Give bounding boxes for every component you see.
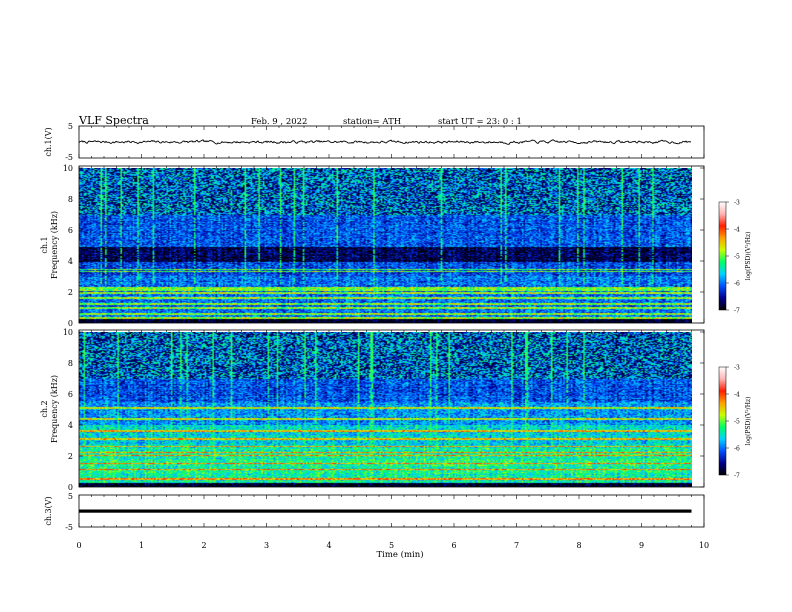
ch1-waveform-xticks bbox=[78, 126, 705, 158]
time-tick-label: 4 bbox=[326, 541, 331, 550]
ch3-ylabel: ch.3(V) bbox=[44, 496, 53, 525]
ch1-freq-ylabel: Frequency (kHz) bbox=[50, 211, 59, 279]
freq-tick-label: 0 bbox=[68, 483, 73, 492]
time-tick-label: 9 bbox=[639, 541, 644, 550]
ch1-waveform-frame bbox=[78, 125, 705, 159]
colorbar-tick-label: -5 bbox=[734, 254, 740, 261]
freq-tick-label: 10 bbox=[63, 328, 73, 337]
time-tick-label: 0 bbox=[76, 541, 81, 550]
ch1-waveform-line bbox=[78, 139, 692, 145]
freq-tick-label: 2 bbox=[68, 452, 73, 461]
colorbar-tick-label: -3 bbox=[734, 365, 740, 372]
ch3-ytick-top: 5 bbox=[68, 492, 73, 501]
freq-tick-label: 8 bbox=[68, 195, 73, 204]
freq-tick-label: 2 bbox=[68, 288, 73, 297]
ch2-colorbar-label: log(PSD)(V²/Hz) bbox=[745, 397, 752, 446]
time-tick-label: 6 bbox=[451, 541, 456, 550]
colorbar-tick-label: -5 bbox=[734, 419, 740, 426]
ch1-waveform-panel: 5 -5 ch.1(V) bbox=[44, 122, 705, 162]
ch2-colorbar-ticks: -3 -4 -5 -6 -7 bbox=[726, 365, 740, 480]
ch2-colorbar bbox=[718, 366, 727, 476]
time-tick-label: 2 bbox=[201, 541, 206, 550]
ch1-spec-channel-label: ch.1 bbox=[40, 236, 49, 253]
ch3-ytick-bottom: -5 bbox=[65, 523, 73, 532]
ch1-freq-yticks: 10 8 6 4 2 0 bbox=[63, 164, 704, 328]
ch1-colorbar bbox=[718, 201, 727, 311]
colorbar-tick-label: -6 bbox=[734, 281, 740, 288]
ch3-waveform-xticks bbox=[78, 495, 705, 527]
ch2-freq-ylabel: Frequency (kHz) bbox=[50, 375, 59, 443]
ch1-colorbar-ticks: -3 -4 -5 -6 -7 bbox=[726, 200, 740, 315]
colorbar-tick-label: -3 bbox=[734, 200, 740, 207]
freq-tick-label: 10 bbox=[63, 164, 73, 173]
freq-tick-label: 4 bbox=[68, 257, 73, 266]
time-tick-label: 7 bbox=[514, 541, 519, 550]
time-tick-label: 10 bbox=[699, 541, 709, 550]
time-tick-label: 8 bbox=[576, 541, 581, 550]
ch3-waveform-line bbox=[79, 509, 692, 513]
time-tick-label: 5 bbox=[389, 541, 394, 550]
ch3-waveform-panel: 5 -5 ch.3(V) bbox=[44, 492, 705, 532]
ch1-ytick-top: 5 bbox=[68, 122, 73, 131]
ch2-spectrogram-image bbox=[79, 332, 692, 487]
figure-title: VLF Spectra bbox=[78, 114, 149, 127]
colorbar-tick-label: -4 bbox=[734, 227, 740, 234]
time-tick-label: 3 bbox=[264, 541, 269, 550]
ch1-ytick-bottom: -5 bbox=[65, 153, 73, 162]
date-label: Feb. 9 , 2022 bbox=[251, 117, 307, 127]
freq-tick-label: 0 bbox=[68, 319, 73, 328]
start-time-label: start UT = 23: 0 : 1 bbox=[438, 117, 522, 127]
time-axis-label: Time (min) bbox=[376, 549, 423, 560]
ch1-colorbar-label: log(PSD)(V²/Hz) bbox=[745, 232, 752, 281]
ch2-freq-yticks: 10 8 6 4 2 0 bbox=[63, 328, 704, 492]
ch1-spectrogram-image bbox=[79, 168, 692, 323]
colorbar-tick-label: -4 bbox=[734, 392, 740, 399]
colorbar-tick-label: -7 bbox=[734, 308, 740, 315]
freq-tick-label: 4 bbox=[68, 421, 73, 430]
ch1-spectrogram-xticks bbox=[78, 166, 705, 323]
time-axis-tick-labels: 0 1 2 3 4 5 6 7 8 9 10 bbox=[76, 541, 709, 550]
freq-tick-label: 6 bbox=[68, 390, 73, 399]
ch2-spectrogram-xticks bbox=[78, 330, 705, 487]
ch1-ylabel: ch.1(V) bbox=[44, 127, 53, 156]
ch2-spec-channel-label: ch.2 bbox=[40, 400, 49, 417]
time-tick-label: 1 bbox=[139, 541, 144, 550]
colorbar-tick-label: -6 bbox=[734, 446, 740, 453]
freq-tick-label: 6 bbox=[68, 226, 73, 235]
colorbar-tick-label: -7 bbox=[734, 473, 740, 480]
station-label: station= ATH bbox=[343, 117, 401, 127]
freq-tick-label: 8 bbox=[68, 359, 73, 368]
